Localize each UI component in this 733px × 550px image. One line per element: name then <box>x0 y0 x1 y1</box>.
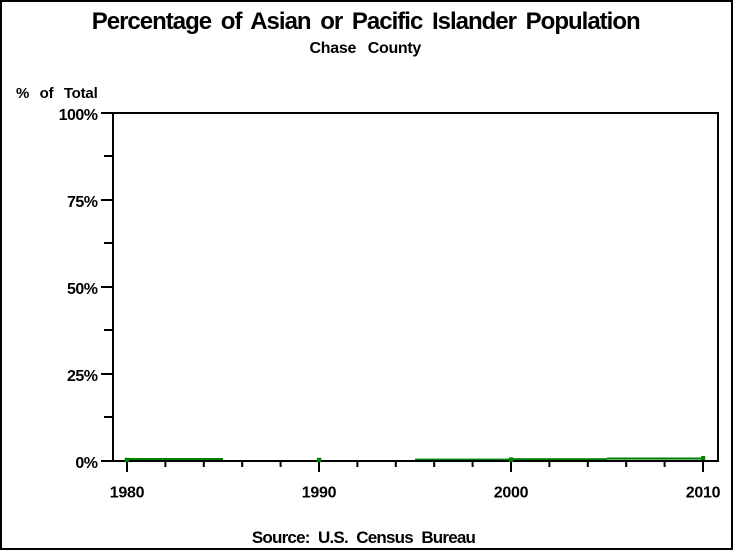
svg-text:Percentage of Asian or Pacific: Percentage of Asian or Pacific Islander … <box>92 8 640 35</box>
svg-text:1990: 1990 <box>302 485 337 502</box>
svg-text:1980: 1980 <box>110 485 145 502</box>
svg-text:% of Total: % of Total <box>16 85 98 102</box>
svg-text:2000: 2000 <box>494 485 529 502</box>
svg-text:2010: 2010 <box>686 485 721 502</box>
svg-text:0%: 0% <box>75 455 97 472</box>
svg-text:75%: 75% <box>67 194 98 211</box>
svg-text:50%: 50% <box>67 281 98 298</box>
svg-text:100%: 100% <box>59 107 98 124</box>
svg-text:25%: 25% <box>67 368 98 385</box>
svg-text:Source: U.S. Census Bureau: Source: U.S. Census Bureau <box>252 528 476 547</box>
svg-text:Chase County: Chase County <box>310 40 422 57</box>
